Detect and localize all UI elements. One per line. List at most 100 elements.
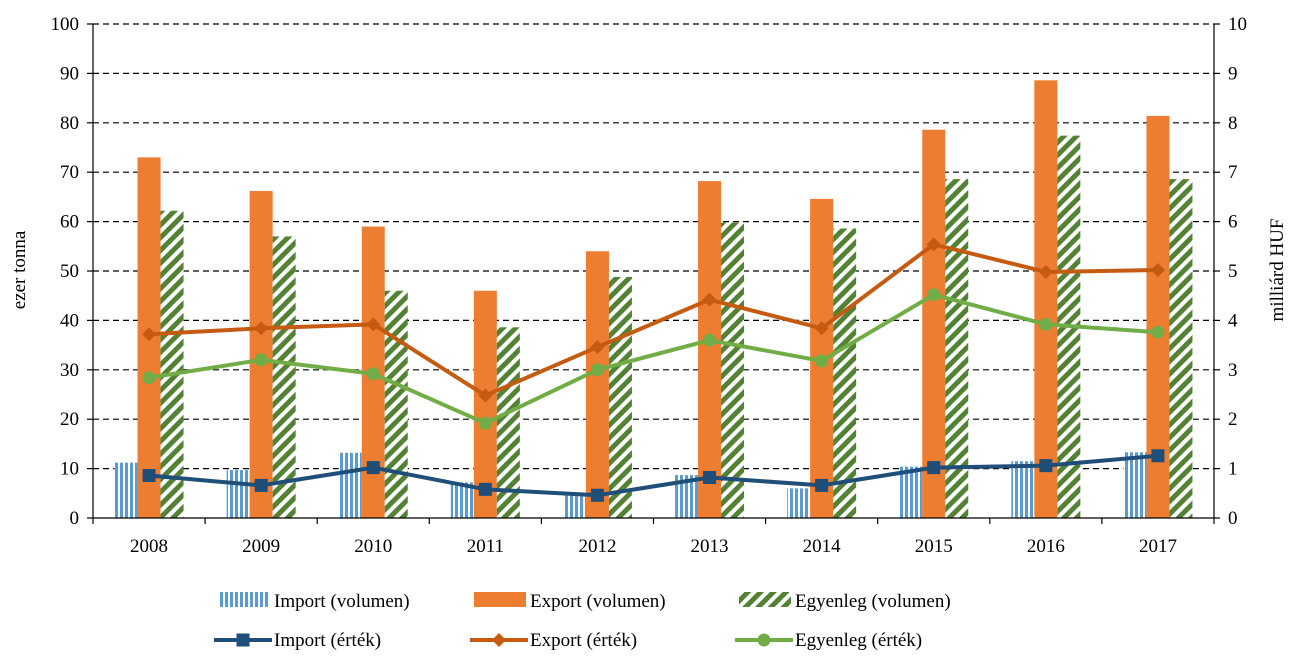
bar-Export (volumen) xyxy=(698,181,722,519)
y2-tick-label: 1 xyxy=(1228,459,1238,480)
bar-Export (volumen) xyxy=(1146,115,1170,518)
point-Egyenleg (érték) xyxy=(366,367,380,381)
y-tick-label: 60 xyxy=(60,212,79,233)
y2-tick-label: 3 xyxy=(1228,360,1238,381)
bar-Import (volumen) xyxy=(226,470,250,518)
bar-Egyenleg (volumen) xyxy=(1169,179,1193,518)
y2-tick-label: 4 xyxy=(1228,310,1238,331)
legend-swatch-Import (volumen) xyxy=(218,592,270,607)
bars xyxy=(114,80,1193,519)
y-tick-label: 10 xyxy=(60,459,79,480)
point-Egyenleg (érték) xyxy=(254,353,268,367)
x-tick-label: 2013 xyxy=(691,536,729,557)
bar-Import (volumen) xyxy=(450,482,474,518)
x-tick-label: 2008 xyxy=(130,536,168,557)
point-Export (érték) xyxy=(366,317,381,332)
legend-marker-Import (érték) xyxy=(236,633,250,647)
point-Import (érték) xyxy=(703,470,717,484)
bar-Import (volumen) xyxy=(787,488,811,518)
y-tick-label: 0 xyxy=(70,508,80,529)
x-tick-label: 2012 xyxy=(578,536,616,557)
axes xyxy=(87,23,1220,524)
legend-label: Egyenleg (volumen) xyxy=(795,591,951,612)
point-Export (érték) xyxy=(590,340,605,355)
bar-Export (volumen) xyxy=(585,251,609,519)
point-Import (érték) xyxy=(1151,449,1165,463)
legend-label: Import (érték) xyxy=(274,630,381,651)
bar-Import (volumen) xyxy=(1123,452,1147,518)
secondary-y-axis-title: milliárd HUF xyxy=(1267,219,1288,322)
legend-swatch-Egyenleg (volumen) xyxy=(739,592,791,607)
bar-Import (volumen) xyxy=(114,462,138,518)
point-Import (érték) xyxy=(142,469,156,483)
point-Export (érték) xyxy=(814,321,829,336)
legend-label: Export (volumen) xyxy=(530,591,666,612)
y2-tick-label: 5 xyxy=(1228,261,1238,282)
y-tick-label: 20 xyxy=(60,409,79,430)
point-Egyenleg (érték) xyxy=(927,288,941,302)
point-Egyenleg (érték) xyxy=(590,363,604,377)
legend-label: Export (érték) xyxy=(530,630,637,651)
bar-Import (volumen) xyxy=(675,475,699,518)
tick-labels: 0 10 20 30 40 50 60 70 80 90 100 0 1 2 3 4 5 6 7 8 9 10 2008 20… xyxy=(51,14,1248,557)
x-tick-label: 2009 xyxy=(242,536,280,557)
y2-tick-label: 10 xyxy=(1228,14,1247,35)
point-Import (érték) xyxy=(590,488,604,502)
bar-Egyenleg (volumen) xyxy=(721,222,745,518)
point-Import (érték) xyxy=(478,482,492,496)
y2-tick-label: 7 xyxy=(1228,162,1238,183)
point-Import (érték) xyxy=(815,478,829,492)
line-Import (érték) xyxy=(148,453,1159,498)
x-tick-label: 2011 xyxy=(467,536,504,557)
y-tick-label: 40 xyxy=(60,310,79,331)
point-Import (érték) xyxy=(1039,459,1053,473)
bar-Egyenleg (volumen) xyxy=(496,327,520,518)
point-Egyenleg (érték) xyxy=(1039,317,1053,331)
x-tick-label: 2015 xyxy=(915,536,953,557)
y-tick-label: 70 xyxy=(60,162,79,183)
bar-Import (volumen) xyxy=(338,452,362,518)
point-Import (érték) xyxy=(927,461,941,475)
point-Import (érték) xyxy=(254,478,268,492)
y-tick-label: 90 xyxy=(60,63,79,84)
line-Egyenleg (érték) xyxy=(148,292,1159,426)
x-tick-label: 2016 xyxy=(1027,536,1065,557)
bar-Egyenleg (volumen) xyxy=(945,179,969,518)
y2-tick-label: 2 xyxy=(1228,409,1238,430)
bar-Import (volumen) xyxy=(562,492,586,518)
bar-Import (volumen) xyxy=(1011,461,1035,518)
y2-tick-label: 9 xyxy=(1228,63,1238,84)
point-Egyenleg (érték) xyxy=(1151,325,1165,339)
legend-marker-Egyenleg (érték) xyxy=(757,633,771,647)
y2-tick-label: 6 xyxy=(1228,212,1238,233)
y2-tick-label: 0 xyxy=(1228,508,1238,529)
legend-label: Egyenleg (érték) xyxy=(795,630,922,651)
legend-label: Import (volumen) xyxy=(274,591,410,612)
point-Export (érték) xyxy=(478,388,493,403)
y2-tick-label: 8 xyxy=(1228,113,1238,134)
point-Egyenleg (érték) xyxy=(815,354,829,368)
bar-Egyenleg (volumen) xyxy=(608,276,632,518)
y-axis-title: ezer tonna xyxy=(9,230,30,309)
point-Export (érték) xyxy=(142,327,157,342)
legend: Import (volumen) Export (volumen) Egyenleg… xyxy=(214,591,951,651)
point-Export (érték) xyxy=(1150,263,1165,278)
x-tick-label: 2017 xyxy=(1139,536,1177,557)
legend-swatch-Export (volumen) xyxy=(474,592,526,607)
bar-Export (volumen) xyxy=(473,290,497,518)
bar-Export (volumen) xyxy=(1034,80,1058,518)
point-Egyenleg (érték) xyxy=(478,416,492,430)
point-Export (érték) xyxy=(926,237,941,252)
y-tick-label: 50 xyxy=(60,261,79,282)
point-Export (érték) xyxy=(254,321,269,336)
bar-Export (volumen) xyxy=(922,129,946,518)
legend-marker-Export (érték) xyxy=(492,633,506,647)
bar-Import (volumen) xyxy=(899,466,923,518)
bar-Egyenleg (volumen) xyxy=(272,236,296,519)
bar-Egyenleg (volumen) xyxy=(833,228,857,519)
y-tick-label: 100 xyxy=(51,14,80,35)
point-Egyenleg (érték) xyxy=(142,371,156,385)
line-Export (érték) xyxy=(148,242,1158,398)
